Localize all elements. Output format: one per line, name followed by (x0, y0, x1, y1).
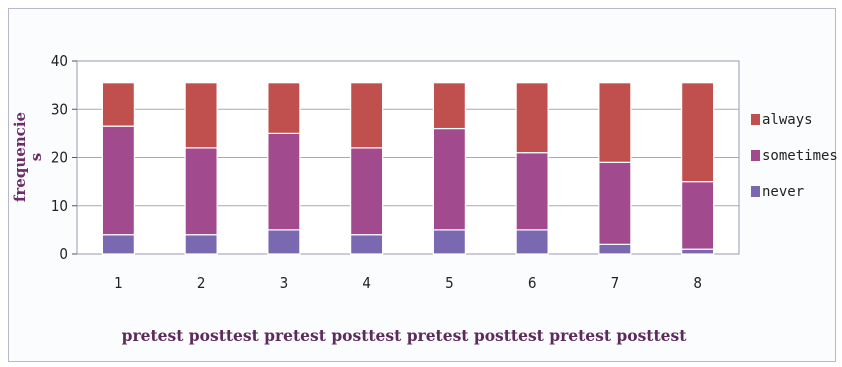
legend-swatch-always (751, 114, 760, 125)
y-tick-label: 10 (51, 197, 68, 215)
x-tick-label: 5 (445, 274, 454, 292)
bar-segment-sometimes (681, 181, 715, 250)
x-tick-label: 2 (197, 274, 206, 292)
bar-segment-always (432, 82, 466, 130)
bar-segment-sometimes (598, 161, 632, 245)
y-tick-label: 40 (51, 52, 68, 70)
y-axis-label: frequencie (11, 112, 29, 202)
legend-swatch-sometimes (751, 150, 760, 161)
y-tick-label: 0 (59, 245, 68, 263)
bar-segment-always (598, 82, 632, 163)
x-tick-label: 1 (114, 274, 123, 292)
bar-segment-always (267, 82, 301, 134)
bar-segment-always (681, 82, 715, 183)
legend-swatch-never (751, 186, 760, 197)
legend-label-always: always (762, 112, 813, 128)
bar-segment-never (184, 234, 218, 255)
bar-segment-never (681, 248, 715, 255)
bar-segment-always (515, 82, 549, 154)
x-tick-label: 7 (611, 274, 620, 292)
bar-segment-always (184, 82, 218, 149)
bar-segment-sometimes (350, 147, 384, 236)
bar-segment-always (101, 82, 135, 127)
bar-segment-always (350, 82, 384, 149)
bar-segment-never (432, 229, 466, 255)
bar-segment-sometimes (101, 125, 135, 236)
y-tick-label: 30 (51, 100, 68, 118)
bar-segment-sometimes (184, 147, 218, 236)
bar-segment-never (350, 234, 384, 255)
bar-segment-sometimes (432, 127, 466, 231)
bar-segment-never (515, 229, 549, 255)
x-axis-caption: pretest posttest pretest posttest pretes… (122, 326, 688, 345)
bar-segment-sometimes (267, 132, 301, 231)
bar-segment-never (267, 229, 301, 255)
x-tick-label: 6 (528, 274, 537, 292)
y-axis-label: s (27, 153, 45, 161)
bar-segment-never (101, 234, 135, 255)
x-tick-label: 4 (362, 274, 371, 292)
y-tick-label: 20 (51, 149, 68, 167)
legend-label-sometimes: sometimes (762, 148, 837, 164)
x-tick-label: 8 (693, 274, 702, 292)
legend-label-never: never (762, 184, 804, 200)
x-tick-label: 3 (280, 274, 289, 292)
bar-segment-sometimes (515, 152, 549, 231)
bar-segment-never (598, 243, 632, 255)
